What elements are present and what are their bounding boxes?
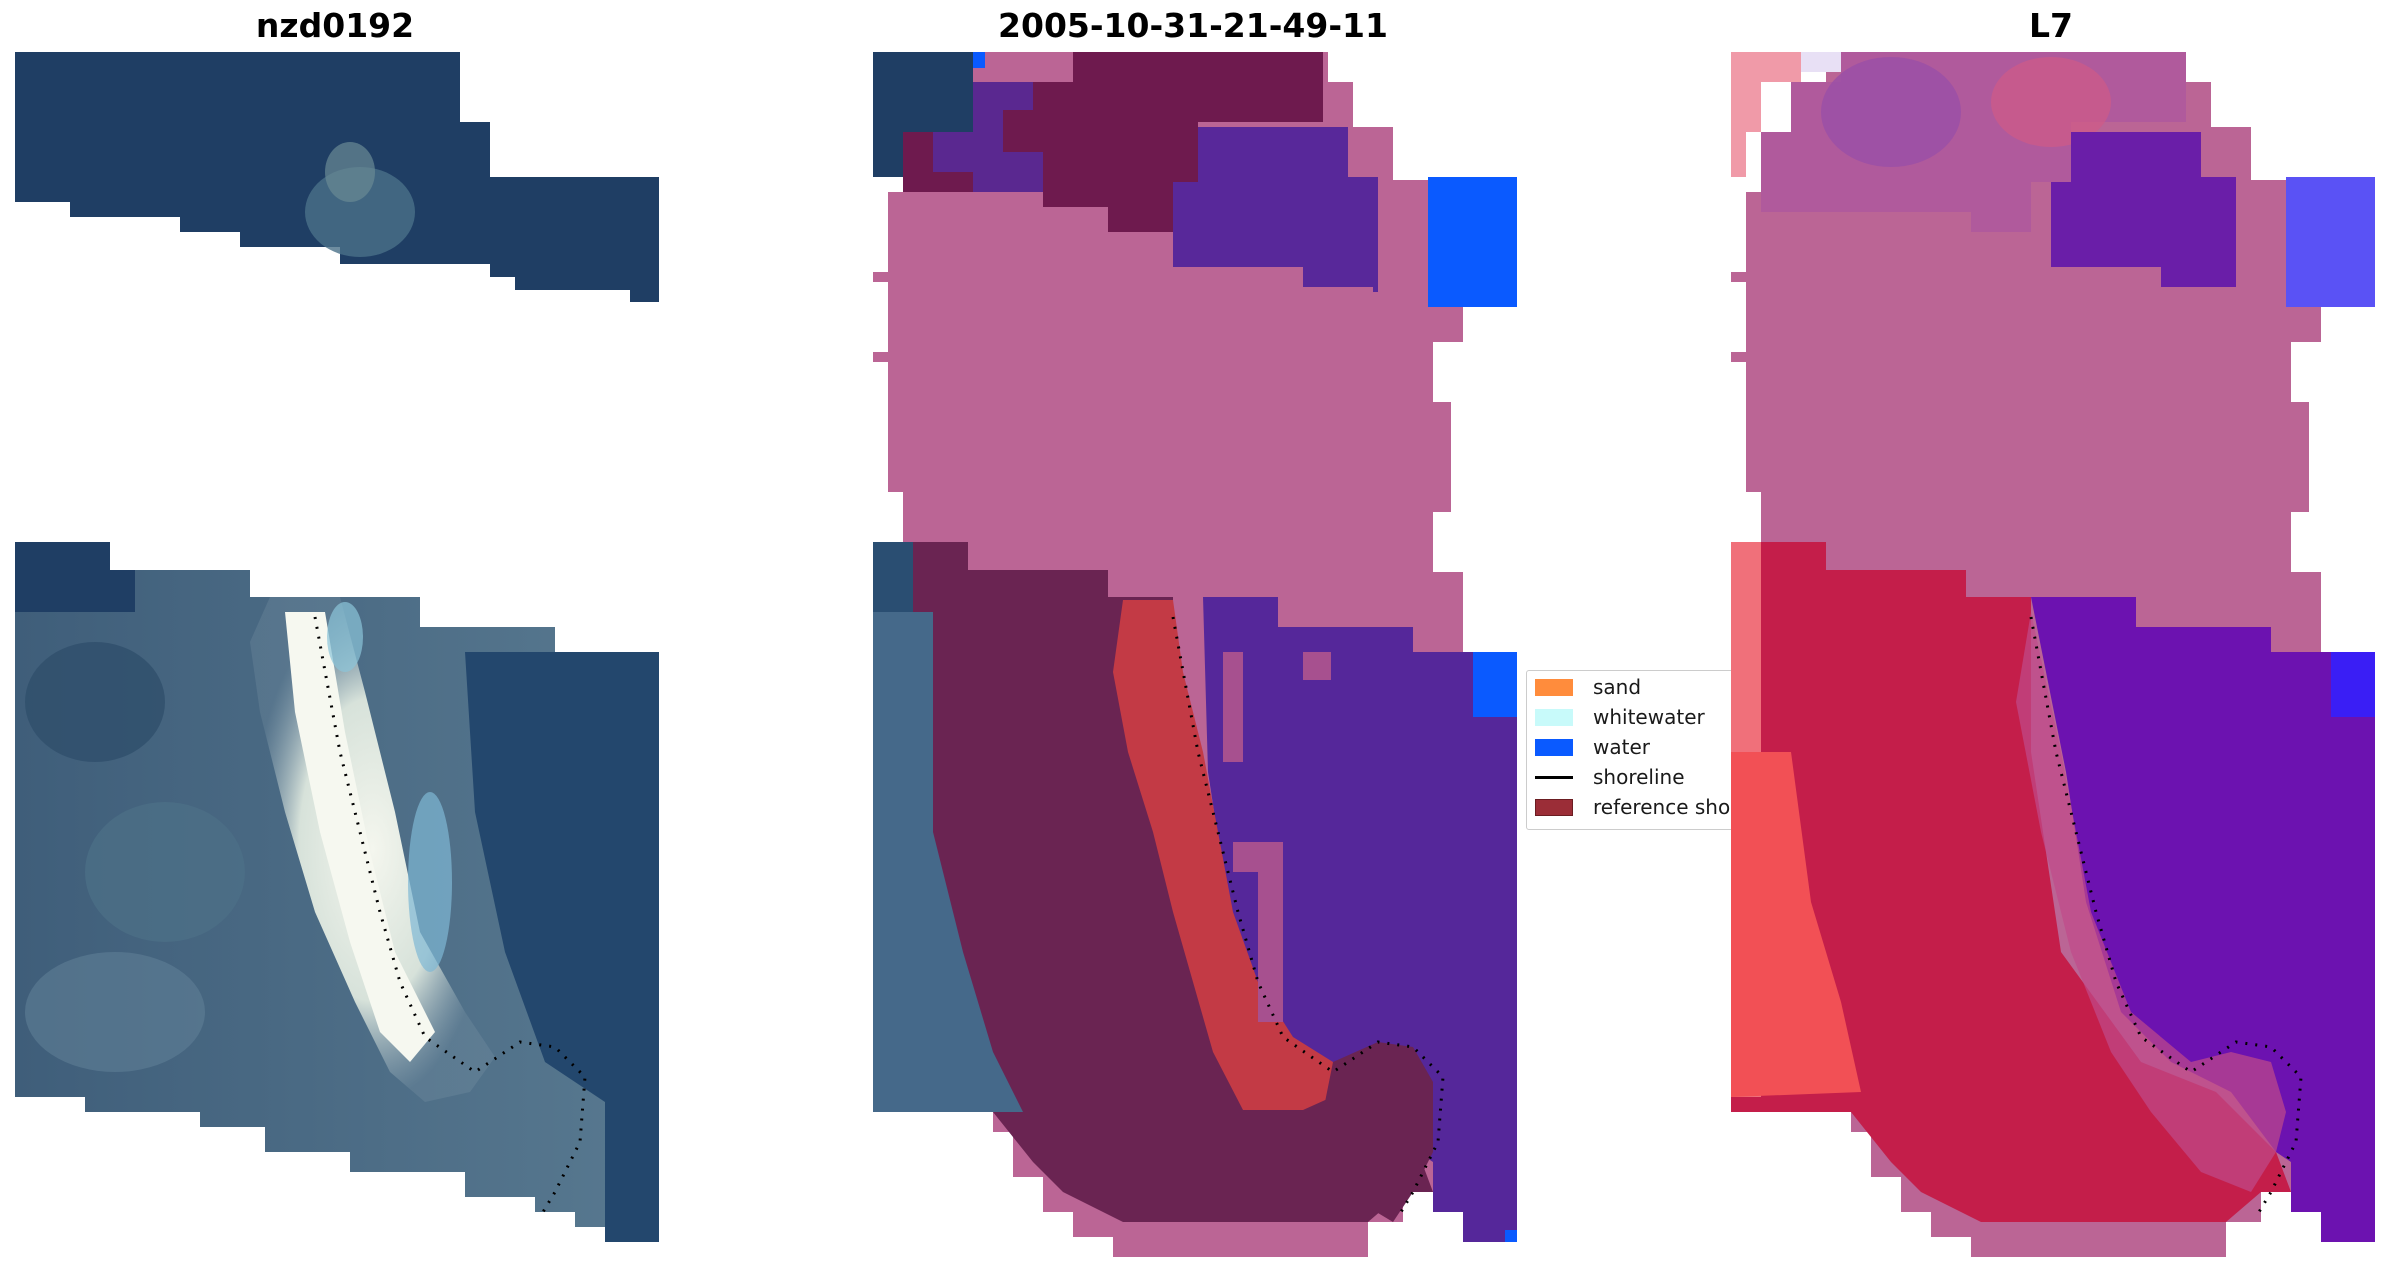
rgb-satellite-image <box>15 52 659 1242</box>
sand-swatch <box>1535 679 1573 696</box>
water-swatch <box>1535 739 1573 756</box>
index-image <box>1731 52 2375 1257</box>
panel-title-classified: 2005-10-31-21-49-11 <box>998 6 1388 45</box>
legend-item-water: water <box>1527 731 1735 761</box>
legend-item-shoreline: shoreline <box>1527 761 1735 791</box>
legend-label: shoreline <box>1593 765 1685 789</box>
legend-item-reference-shoreline: reference shoreline <box>1527 791 1736 821</box>
legend-label: reference shoreline <box>1593 795 1736 819</box>
legend-item-whitewater: whitewater <box>1527 701 1735 731</box>
classified-image <box>873 52 1517 1257</box>
classified-image-panel <box>873 52 1517 1272</box>
legend-label: sand <box>1593 675 1642 699</box>
panel-title-rgb: nzd0192 <box>255 6 415 45</box>
whitewater-swatch <box>1535 709 1573 726</box>
classification-legend: sand whitewater water shoreline referenc… <box>1526 670 1736 830</box>
legend-item-sand: sand <box>1527 671 1735 701</box>
index-image-panel <box>1731 52 2375 1272</box>
reference-shoreline-swatch <box>1535 799 1573 816</box>
rgb-image-panel <box>15 52 659 1242</box>
shoreline-line-swatch <box>1535 776 1573 779</box>
legend-label: water <box>1593 735 1650 759</box>
legend-label: whitewater <box>1593 705 1705 729</box>
panel-title-mndwi: L7 <box>2029 6 2073 45</box>
